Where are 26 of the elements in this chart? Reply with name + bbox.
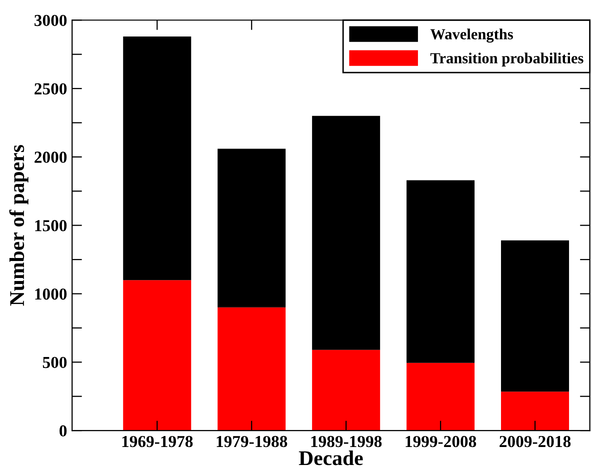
x-tick-label: 1969-1978 (122, 436, 193, 448)
bar (312, 350, 380, 431)
bar (501, 392, 570, 431)
y-tick-label: 500 (42, 356, 67, 368)
y-tick-label: 3000 (34, 14, 67, 26)
bar (501, 240, 570, 392)
x-tick-label: 1999-2008 (406, 436, 476, 448)
bar (406, 180, 475, 363)
y-tick-label: 0 (60, 425, 67, 437)
bar (218, 148, 286, 308)
x-tick-label: 1989-1998 (311, 436, 382, 448)
y-tick-label: 1500 (35, 220, 67, 232)
y-axis-title: Number of papers (9, 145, 28, 306)
bar (123, 36, 192, 280)
x-tick-label: 2009-2018 (500, 436, 571, 448)
x-tick-label: 1979-1988 (216, 436, 288, 448)
y-tick-label: 2000 (34, 152, 67, 163)
legend-label: Wavelengths (430, 28, 513, 43)
bar (218, 307, 286, 431)
bar (123, 280, 192, 431)
bar (406, 362, 475, 431)
y-tick-label: 1000 (35, 288, 67, 300)
x-axis-title: Decade (298, 450, 363, 466)
legend-label: Transition probabilities (430, 52, 584, 66)
bar (312, 116, 380, 350)
y-tick-label: 2500 (34, 83, 67, 94)
